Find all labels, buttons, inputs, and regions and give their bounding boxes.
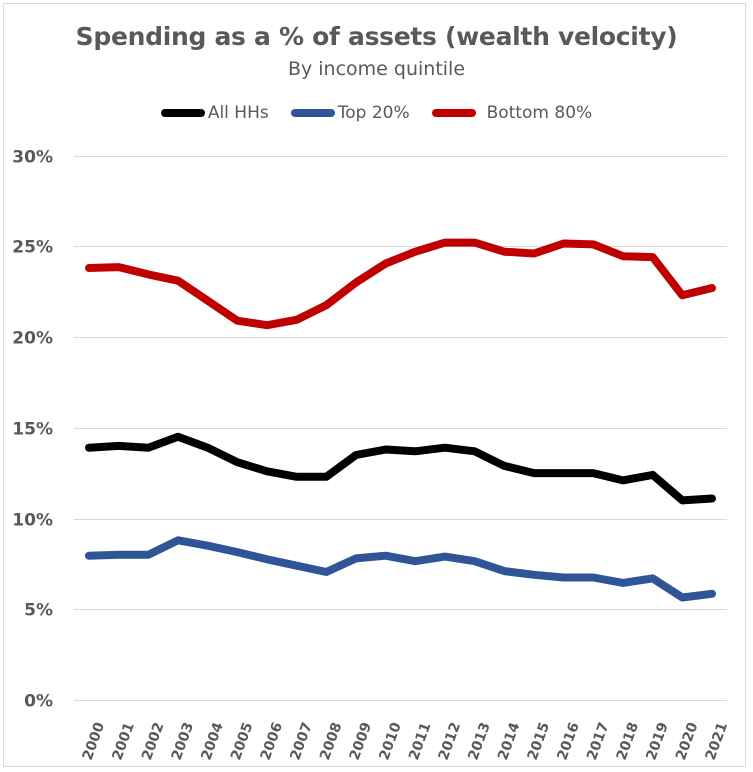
legend-label-all-hhs: All HHs bbox=[207, 103, 269, 123]
x-axis: 2000 2001 2002 2003 2004 2005 2006 2007 2008 2009… bbox=[80, 720, 731, 762]
gridlines bbox=[74, 156, 727, 701]
x-tick-label: 2012 bbox=[436, 720, 464, 762]
x-tick-label: 2002 bbox=[139, 720, 167, 762]
x-tick-label: 2000 bbox=[80, 720, 108, 762]
x-tick-label: 2015 bbox=[525, 720, 553, 762]
chart-area bbox=[3, 3, 746, 767]
legend: All HHs Top 20% Bottom 80% bbox=[0, 103, 753, 123]
x-tick-label: 2007 bbox=[287, 720, 315, 762]
x-tick-label: 2011 bbox=[406, 720, 434, 762]
y-tick-label: 25% bbox=[12, 238, 53, 258]
series-line-bottom-80 bbox=[85, 238, 716, 330]
x-tick-label: 2003 bbox=[169, 720, 197, 762]
series bbox=[85, 238, 716, 602]
x-tick-label: 2014 bbox=[495, 720, 523, 762]
chart-title: Spending as a % of assets (wealth veloci… bbox=[75, 22, 678, 51]
x-tick-label: 2004 bbox=[198, 720, 226, 762]
x-tick-label: 2018 bbox=[614, 720, 642, 762]
y-tick-label: 5% bbox=[24, 601, 53, 621]
y-tick-label: 0% bbox=[24, 692, 53, 712]
x-tick-label: 2010 bbox=[376, 720, 404, 762]
y-axis: 0% 5% 10% 15% 20% 25% 30% bbox=[12, 148, 53, 712]
x-tick-label: 2020 bbox=[673, 720, 701, 762]
legend-swatch-bottom-80 bbox=[431, 109, 476, 117]
x-tick-label: 2008 bbox=[317, 720, 345, 762]
series-line-top-20 bbox=[85, 536, 716, 602]
legend-item-all-hhs[interactable]: All HHs bbox=[160, 103, 269, 123]
legend-swatch-all-hhs bbox=[160, 109, 205, 117]
x-tick-label: 2021 bbox=[703, 720, 731, 762]
legend-item-bottom-80[interactable]: Bottom 80% bbox=[431, 103, 593, 123]
x-tick-label: 2001 bbox=[109, 720, 137, 762]
legend-label-bottom-80: Bottom 80% bbox=[486, 103, 593, 123]
legend-label-top-20: Top 20% bbox=[337, 103, 410, 123]
x-tick-label: 2013 bbox=[465, 720, 493, 762]
y-tick-label: 15% bbox=[12, 420, 53, 440]
y-tick-label: 30% bbox=[12, 148, 53, 168]
x-tick-label: 2005 bbox=[228, 720, 256, 762]
y-tick-label: 10% bbox=[12, 511, 53, 531]
y-tick-label: 20% bbox=[12, 329, 53, 349]
x-tick-label: 2016 bbox=[554, 720, 582, 762]
chart-subtitle: By income quintile bbox=[287, 58, 466, 80]
legend-item-top-20[interactable]: Top 20% bbox=[290, 103, 410, 123]
series-line-all-hhs bbox=[85, 432, 716, 505]
x-tick-label: 2019 bbox=[643, 720, 671, 762]
legend-swatch-top-20 bbox=[290, 109, 335, 117]
x-tick-label: 2017 bbox=[584, 720, 612, 762]
x-tick-label: 2006 bbox=[258, 720, 286, 762]
x-tick-label: 2009 bbox=[347, 720, 375, 762]
